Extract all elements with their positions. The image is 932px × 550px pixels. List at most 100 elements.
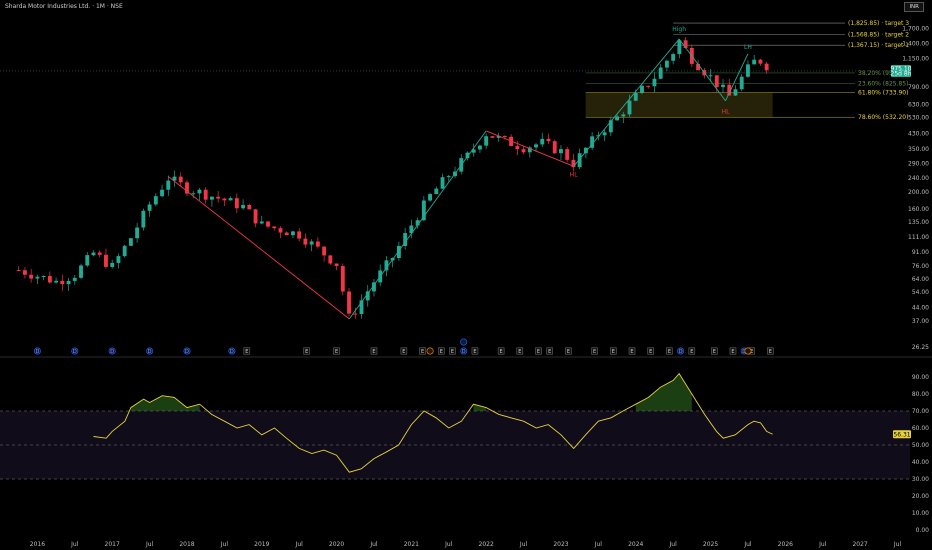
earnings-marker[interactable] <box>767 347 774 355</box>
candle-body <box>203 189 208 200</box>
rsi-overbought-fill <box>130 373 692 411</box>
fib-label: 78.60% (532.20) <box>858 114 908 121</box>
candle-body <box>746 64 750 77</box>
candle-body <box>727 84 732 96</box>
time-tick-label: Jul <box>295 541 304 548</box>
event-markers[interactable]: D D D D D D D D DE E E E E E E E E E E E E E E E E E E E E E E E <box>33 338 774 355</box>
dividend-symbol: D <box>462 349 466 355</box>
split-marker[interactable] <box>744 347 752 355</box>
earnings-symbol: E <box>612 349 615 355</box>
time-tick-label: 2023 <box>553 541 568 548</box>
earnings-marker[interactable] <box>471 347 479 355</box>
earnings-marker[interactable] <box>303 347 310 355</box>
time-tick-label: Jul <box>594 541 603 548</box>
fib-label: 38.20% (950.10) <box>858 70 908 77</box>
candle-body <box>272 226 277 229</box>
earnings-symbol: E <box>690 349 693 355</box>
earnings-marker[interactable] <box>647 347 654 355</box>
currency-button[interactable]: INR <box>904 2 924 12</box>
dividend-marker[interactable] <box>71 347 79 355</box>
candle-body <box>247 205 252 210</box>
dividend-symbol: D <box>148 349 152 355</box>
time-tick-label: 2018 <box>179 541 194 548</box>
earnings-marker[interactable] <box>666 347 673 355</box>
price-tick-label: 111.00 <box>908 234 929 241</box>
earnings-marker[interactable] <box>497 347 505 355</box>
earnings-marker[interactable] <box>591 347 598 355</box>
price-tick-label: 64.00 <box>912 276 929 283</box>
earnings-marker[interactable] <box>419 347 426 355</box>
earnings-marker[interactable] <box>516 347 524 355</box>
earnings-marker[interactable] <box>628 347 636 355</box>
earnings-marker[interactable] <box>370 347 378 355</box>
earnings-marker[interactable] <box>729 347 737 355</box>
candle-body <box>515 146 520 150</box>
pattern-line <box>573 38 680 167</box>
earnings-marker[interactable] <box>449 347 456 355</box>
rsi-tick-label: 60.00 <box>912 425 929 432</box>
earnings-marker[interactable] <box>610 347 617 355</box>
rsi-tick-label: 10.00 <box>912 510 929 517</box>
rsi-tick-label: 30.00 <box>912 476 929 483</box>
earnings-marker[interactable] <box>400 347 408 355</box>
candle-body <box>496 135 501 138</box>
candle-body <box>253 209 258 224</box>
dividend-symbol: D <box>742 349 746 355</box>
dividend-marker[interactable] <box>228 347 236 355</box>
earnings-marker[interactable] <box>243 347 251 355</box>
candle-body <box>97 252 102 255</box>
dividend-marker[interactable] <box>183 347 191 355</box>
time-tick-label: Jul <box>893 541 902 548</box>
candle-body <box>259 221 264 224</box>
earnings-marker[interactable] <box>711 347 718 355</box>
candle-body <box>266 221 270 227</box>
price-tick-label: 44.00 <box>912 305 929 312</box>
dividend-marker[interactable] <box>677 347 685 355</box>
earnings-marker[interactable] <box>438 347 445 355</box>
dividend-marker[interactable] <box>33 347 41 355</box>
candle-body <box>172 176 177 181</box>
candle-body <box>571 159 576 168</box>
swing-annotation: HL <box>570 172 579 179</box>
earnings-symbol: E <box>372 349 375 355</box>
candle-body <box>577 153 582 168</box>
candle-body <box>72 277 77 281</box>
candle-body <box>35 276 40 279</box>
dividend-marker[interactable] <box>108 347 116 355</box>
earnings-symbol: E <box>750 349 753 355</box>
price-tick-label: 26.25 <box>912 344 929 351</box>
dividend-symbol: D <box>679 349 683 355</box>
pattern-line <box>348 130 487 320</box>
rsi-tick-label: 90.00 <box>912 374 929 381</box>
dividend-marker[interactable] <box>460 347 468 355</box>
earnings-marker[interactable] <box>546 347 553 355</box>
candle-body <box>41 276 46 278</box>
dividend-marker[interactable] <box>146 347 154 355</box>
candle-body <box>340 266 345 292</box>
earnings-symbol: E <box>451 349 454 355</box>
candle-body <box>303 238 308 245</box>
earnings-symbol: E <box>402 349 405 355</box>
time-tick-label: Jul <box>519 541 528 548</box>
candle-body <box>428 194 433 201</box>
candle-body <box>359 300 364 314</box>
earnings-symbol: E <box>421 349 424 355</box>
rsi-line <box>93 372 773 473</box>
candle-body <box>47 276 52 283</box>
time-tick-label: 2024 <box>628 541 643 548</box>
earnings-marker[interactable] <box>688 347 696 355</box>
candle-body <box>502 135 507 137</box>
candle-body <box>415 220 420 226</box>
earnings-symbol: E <box>593 349 596 355</box>
candle-body <box>714 75 719 88</box>
earnings-marker[interactable] <box>565 347 572 355</box>
earnings-marker[interactable] <box>535 347 542 355</box>
candle-body <box>671 54 676 61</box>
dividend-marker[interactable] <box>460 338 468 346</box>
earnings-marker[interactable] <box>333 347 340 355</box>
time-tick-label: Jul <box>220 541 229 548</box>
split-marker[interactable] <box>426 347 434 355</box>
pattern-line <box>678 38 726 102</box>
candle-body <box>79 265 83 278</box>
